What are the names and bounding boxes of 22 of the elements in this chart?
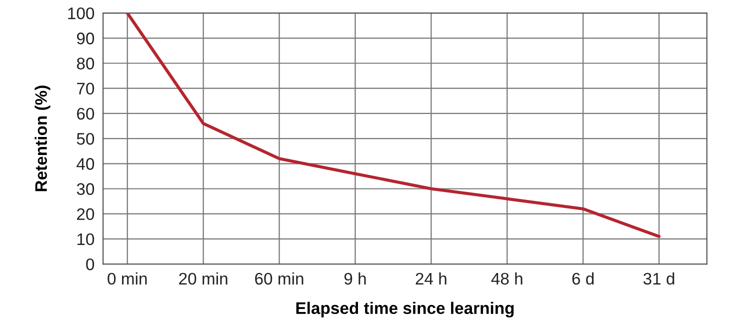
y-tick-label: 100 — [68, 7, 94, 20]
x-axis-title: Elapsed time since learning — [296, 302, 514, 318]
y-tick-label: 60 — [77, 108, 94, 120]
x-tick-label: 20 min — [179, 272, 228, 285]
y-tick-label: 10 — [77, 233, 94, 246]
x-tick-label: 0 min — [108, 272, 147, 285]
y-tick-label: 30 — [76, 183, 94, 195]
x-tick-label: 60 min — [255, 272, 304, 285]
line-series — [126, 13, 661, 238]
y-tick-label: 70 — [77, 82, 94, 95]
x-tick-label: 48 h — [491, 272, 522, 285]
y-tick-label: 20 — [77, 208, 94, 220]
y-tick-label: 40 — [76, 158, 94, 170]
y-axis-title: Retention (%) — [34, 86, 50, 192]
y-tick-label: 80 — [76, 58, 94, 70]
x-tick-label: 6 d — [572, 272, 594, 285]
y-tick-label: 90 — [76, 32, 94, 44]
x-tick-label: 31 d — [643, 272, 674, 285]
x-tick-label: 24 h — [416, 272, 446, 284]
y-tick-label: 50 — [76, 132, 94, 145]
x-tick-label: 9 h — [344, 272, 366, 285]
y-tick-label: 0 — [86, 258, 94, 270]
